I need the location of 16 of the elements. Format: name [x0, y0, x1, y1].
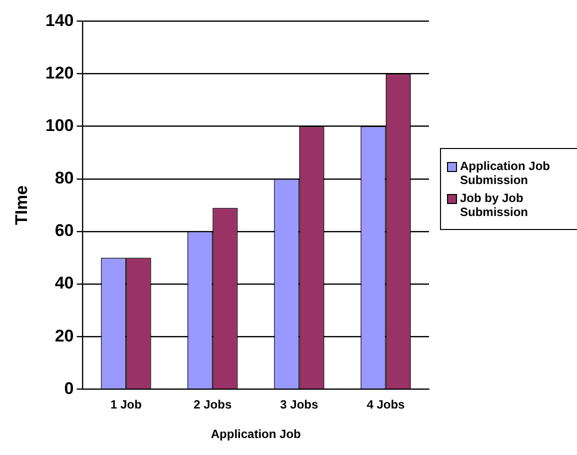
x-tick-label: 1 Job — [110, 398, 142, 412]
y-tick-label: 120 — [45, 63, 74, 82]
x-tick-label: 2 Jobs — [194, 398, 232, 412]
y-tick-label: 20 — [54, 326, 74, 346]
x-axis-title: Application Job — [210, 427, 301, 442]
y-axis-title: TIme — [12, 185, 31, 226]
y-tick-label: 60 — [54, 221, 74, 240]
y-tick-label: 0 — [64, 378, 74, 398]
y-tick-label: 40 — [54, 274, 74, 293]
x-tick-label: 4 Jobs — [366, 398, 406, 412]
y-tick-label: 140 — [45, 10, 74, 30]
y-tick-label: 100 — [45, 116, 74, 136]
x-tick-label: 3 Jobs — [280, 398, 318, 412]
legend-label: Application Job Submission — [460, 159, 551, 187]
legend-label: Job by Job Submission — [460, 191, 530, 219]
y-tick-label: 80 — [54, 168, 74, 188]
